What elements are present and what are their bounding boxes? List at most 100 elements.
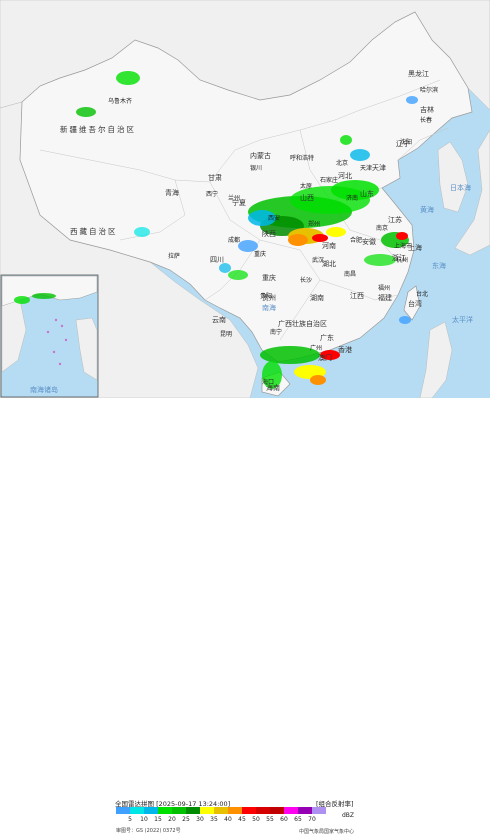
city-label: 长沙 (300, 276, 312, 284)
legend-panel: 全国雷达拼图 [2025-09-17 13:24:00] [组合反射率] 5 10… (0, 398, 490, 835)
legend-swatch (256, 807, 270, 814)
region-label: 天津 (372, 164, 386, 172)
legend-swatch (284, 807, 298, 814)
city-label: 银川 (250, 164, 262, 172)
color-scale-bar (116, 807, 326, 814)
region-label: 河北 (338, 172, 352, 180)
review-number: 审图号：GS (2022) 0372号 (116, 828, 181, 834)
publisher-credit: 中国气象局国家气象中心 (299, 829, 355, 835)
region-label: 宁夏 (232, 198, 246, 207)
city-label: 台北 (416, 290, 428, 298)
city-label: 武汉 (312, 256, 324, 264)
legend-tick: 45 (238, 816, 246, 823)
legend-swatch (158, 807, 172, 814)
legend-tick: 35 (210, 816, 218, 823)
region-label: 山西 (300, 193, 314, 202)
city-label: 长春 (420, 116, 432, 124)
city-label: 北京 (336, 159, 348, 167)
region-label: 青海 (165, 188, 179, 197)
city-label: 广州 (310, 344, 322, 352)
korea-peninsula (437, 141, 469, 213)
legend-swatch (200, 807, 214, 814)
city-label: 合肥 (350, 236, 362, 244)
city-label: 天津 (360, 165, 372, 172)
region-label: 云南 (212, 315, 226, 324)
legend-tick: 30 (196, 816, 204, 823)
city-label: 杭州 (396, 256, 408, 264)
city-label: 南昌 (344, 270, 356, 278)
region-label: 四川 (210, 256, 224, 264)
sea-label: 东海 (432, 261, 446, 270)
city-label: 南京 (376, 224, 388, 232)
radar-echoes (76, 71, 418, 389)
city-label: 太原 (300, 182, 312, 190)
city-label: 重庆 (254, 250, 266, 258)
city-label: 昆明 (220, 331, 232, 338)
legend-swatch (228, 807, 242, 814)
legend-swatch (214, 807, 228, 814)
region-label: 江苏 (388, 215, 402, 224)
region-label: 福建 (378, 293, 392, 302)
region-label: 湖南 (310, 293, 324, 302)
legend-tick: 10 (140, 816, 148, 823)
legend-swatch (298, 807, 312, 814)
region-label: 山东 (360, 189, 374, 198)
legend-swatch (172, 807, 186, 814)
legend-tick: 5 (128, 816, 132, 823)
legend-tick: 25 (182, 816, 190, 823)
city-label: 兰州 (228, 194, 240, 202)
city-label: 贵阳 (260, 292, 272, 300)
legend-swatch (312, 807, 326, 814)
region-label: 河南 (322, 241, 336, 250)
sea-label: 日本海 (450, 183, 471, 192)
region-label: 浙江 (392, 253, 406, 262)
legend-tick: 55 (266, 816, 274, 823)
region-label: 香港 (338, 345, 352, 354)
region-label: 江西 (350, 292, 364, 300)
region-label: 辽宁 (396, 139, 410, 148)
city-label: 郑州 (308, 220, 320, 228)
city-label: 福州 (378, 284, 390, 292)
region-label: 海南 (266, 383, 280, 392)
city-label: 上海市 (394, 242, 412, 250)
legend-tick: 50 (252, 816, 260, 823)
radar-map: 新疆维吾尔自治区西藏自治区青海甘肃宁夏内蒙古黑龙江吉林辽宁河北山西陕西四川重庆河… (0, 0, 490, 398)
sea-label: 南海诸岛 (30, 385, 58, 394)
unit-label: dBZ (342, 812, 355, 819)
city-label: 呼和浩特 (290, 154, 314, 162)
region-label: 湖北 (322, 259, 336, 268)
city-label: 石家庄 (320, 176, 338, 184)
legend-tick: 65 (294, 816, 302, 823)
region-label: 上海 (408, 243, 422, 252)
region-label: 西藏自治区 (70, 226, 118, 236)
legend-tick: 15 (154, 816, 162, 823)
city-label: 成都 (228, 236, 240, 244)
legend-tick: 40 (224, 816, 232, 823)
legend-swatch (270, 807, 284, 814)
legend-tick: 20 (168, 816, 176, 823)
region-label: 新疆维吾尔自治区 (60, 124, 136, 134)
region-label: 安徽 (362, 237, 376, 246)
region-label: 广西壮族自治区 (278, 319, 327, 328)
region-label: 贵州 (262, 293, 276, 302)
region-label: 吉林 (420, 105, 434, 114)
city-label: 乌鲁木齐 (108, 97, 132, 105)
region-label: 陕西 (262, 229, 276, 238)
city-label: 拉萨 (168, 252, 180, 260)
region-label: 甘肃 (208, 173, 222, 182)
japan (454, 129, 490, 256)
city-label: 海口 (262, 378, 274, 386)
city-label: 沈阳 (400, 138, 412, 146)
region-label: 重庆 (262, 273, 276, 282)
region-label: 台湾 (408, 299, 422, 308)
city-label: 济南 (346, 194, 358, 202)
city-label: 西宁 (206, 190, 218, 198)
region-label: 黑龙江 (408, 69, 429, 78)
legend-swatch (130, 807, 144, 814)
legend-tick: 60 (280, 816, 288, 823)
city-label: 南宁 (270, 328, 282, 336)
legend-tick: 70 (308, 816, 316, 823)
sea-label: 黄海 (420, 205, 434, 214)
city-label: 哈尔滨 (420, 86, 438, 94)
philippines (419, 321, 453, 398)
